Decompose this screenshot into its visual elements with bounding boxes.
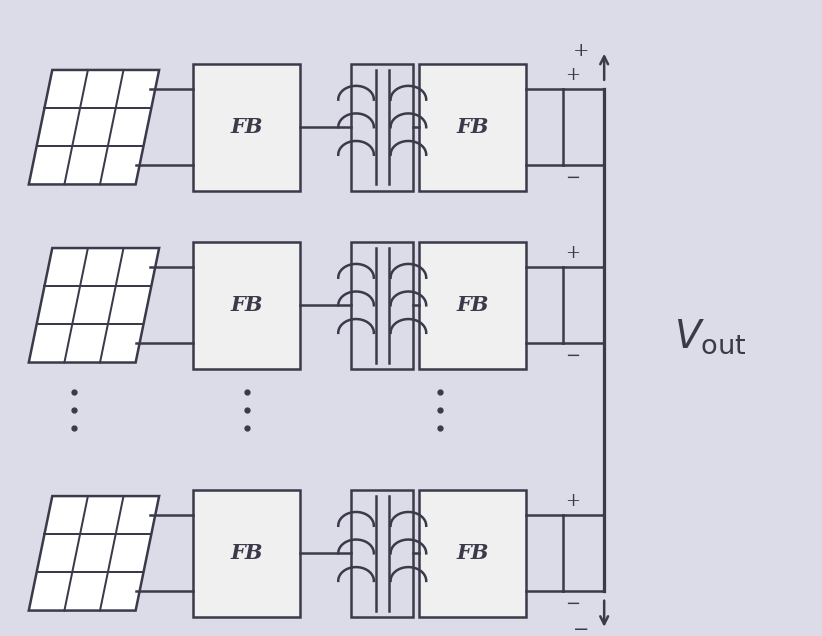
Bar bbox=[193, 64, 300, 191]
Polygon shape bbox=[29, 248, 159, 363]
Text: +: + bbox=[566, 66, 580, 84]
Text: +: + bbox=[566, 492, 580, 510]
Bar bbox=[193, 490, 300, 617]
Text: −: − bbox=[566, 169, 580, 186]
Bar bbox=[419, 490, 526, 617]
Bar bbox=[352, 490, 413, 617]
Bar bbox=[352, 64, 413, 191]
Bar bbox=[419, 64, 526, 191]
Text: +: + bbox=[573, 42, 589, 60]
Polygon shape bbox=[29, 496, 159, 611]
Text: FB: FB bbox=[456, 295, 489, 315]
Text: $V_{\rm out}$: $V_{\rm out}$ bbox=[674, 318, 746, 356]
Bar bbox=[419, 242, 526, 369]
Text: FB: FB bbox=[230, 117, 263, 137]
Text: −: − bbox=[566, 347, 580, 364]
Text: −: − bbox=[566, 595, 580, 612]
Polygon shape bbox=[29, 70, 159, 184]
Bar bbox=[352, 242, 413, 369]
Text: −: − bbox=[573, 621, 589, 636]
Text: +: + bbox=[566, 244, 580, 262]
Text: FB: FB bbox=[456, 543, 489, 563]
Text: FB: FB bbox=[230, 295, 263, 315]
Bar bbox=[193, 242, 300, 369]
Text: FB: FB bbox=[230, 543, 263, 563]
Text: FB: FB bbox=[456, 117, 489, 137]
